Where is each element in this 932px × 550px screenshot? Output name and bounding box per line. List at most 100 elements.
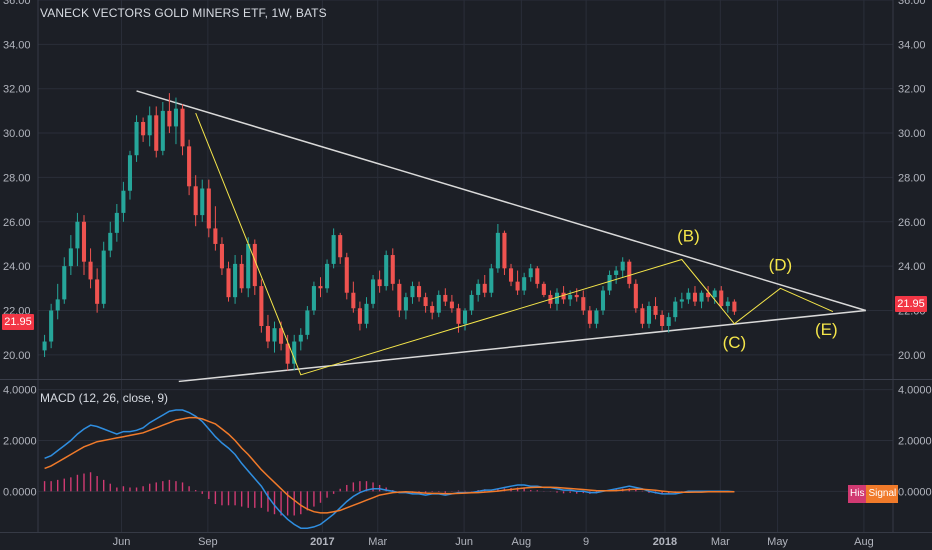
candle-body [390, 255, 395, 284]
time-axis-label: May [767, 536, 788, 548]
candle-body [114, 212, 119, 233]
time-axis-label: Jun [455, 536, 473, 548]
candle-body [147, 115, 152, 136]
candle-body [95, 279, 100, 304]
candle-body [134, 121, 139, 156]
macd-axis-label-right: 2.0000 [898, 435, 932, 447]
candle-body [430, 306, 435, 313]
candle-body [285, 343, 290, 364]
candle-body [88, 261, 93, 280]
price-axis-label-right: 28.00 [898, 172, 926, 184]
candle-body [522, 277, 527, 291]
macd-axis-label-right: 0.0000 [898, 486, 932, 498]
candle-body [213, 228, 218, 244]
macd-lines-layer [44, 409, 735, 529]
candle-body [108, 232, 113, 251]
legend-signal[interactable]: Signal [866, 485, 899, 503]
candle-body [528, 268, 533, 278]
wave-path-layer [195, 112, 834, 376]
time-axis-label: Jun [113, 536, 131, 548]
candle-body [732, 301, 737, 312]
candle-body [265, 325, 270, 342]
candle-body [568, 294, 573, 300]
candle-body [581, 297, 586, 311]
price-axis-label-left: 34.00 [3, 39, 31, 51]
candle-body [719, 290, 724, 307]
candle-body [173, 108, 179, 127]
candle-body [489, 268, 494, 293]
candle-body [292, 341, 297, 364]
candle-body [456, 308, 461, 324]
triangle-trendline [136, 90, 866, 312]
candle-body [403, 297, 408, 311]
macd-legend[interactable]: His Signal [848, 485, 899, 503]
legend-histogram[interactable]: His [848, 485, 867, 503]
candle-body [561, 292, 566, 300]
price-axis-label-right: 26.00 [898, 217, 926, 229]
candle-body [101, 250, 106, 304]
candle-body [423, 297, 428, 307]
candle-body [646, 306, 652, 324]
price-axis-label-left: 20.00 [3, 350, 31, 362]
candle-body [620, 261, 625, 271]
price-axis-label-right: 36.00 [898, 0, 926, 7]
candle-body [121, 190, 126, 213]
candle-body [443, 294, 448, 302]
candle-body [167, 110, 172, 127]
price-axis-label-right: 20.00 [898, 350, 926, 362]
candle-body [351, 292, 356, 309]
candle-body [68, 248, 73, 267]
macd-axis-label-left: 0.0000 [3, 486, 37, 498]
wave-label: (E) [815, 320, 838, 339]
candle-body [679, 299, 684, 302]
macd-title: MACD (12, 26, close, 9) [40, 391, 169, 405]
candle-body [495, 232, 500, 269]
price-axis-label-left: 28.00 [3, 172, 31, 184]
candle-body [331, 235, 336, 264]
candle-body [508, 268, 514, 282]
candle-body [449, 301, 454, 309]
annotation-layer: (B) (C) (D) (E) [677, 227, 838, 352]
candle-body [397, 283, 402, 311]
candle-body [384, 255, 389, 287]
candle-body [515, 281, 520, 291]
candle-body [325, 263, 330, 289]
time-axis-label: Mar [711, 536, 730, 548]
candle-body [259, 286, 264, 326]
triangle-trendline [178, 309, 866, 383]
candle-body [462, 310, 468, 324]
candle-body [233, 263, 238, 298]
candle-body [42, 341, 47, 351]
candle-body [55, 299, 60, 311]
candle-body [417, 286, 422, 298]
candle-body [49, 310, 54, 342]
candle-body [633, 283, 638, 309]
candle-body [640, 308, 645, 324]
candle-body [574, 294, 579, 298]
candle-body [476, 283, 481, 295]
candle-body [673, 301, 678, 318]
candle-body [692, 292, 698, 302]
candle-body [364, 303, 369, 324]
axis-layer: 20.0020.0022.0022.0024.0024.0026.0026.00… [3, 0, 932, 548]
candle-body [187, 146, 192, 187]
candle-body [594, 310, 599, 324]
elliott-wave-path [195, 112, 834, 376]
time-axis-label: Sep [198, 536, 218, 548]
candle-body [535, 268, 540, 284]
candle-body [699, 292, 704, 302]
candle-body [180, 108, 185, 147]
candle-body [502, 232, 507, 269]
time-axis-label: 2018 [653, 536, 677, 548]
time-axis-label: 2017 [310, 536, 334, 548]
candle-body [614, 270, 619, 275]
candle-body [712, 290, 717, 298]
candle-body [279, 328, 284, 344]
candle-body [219, 243, 224, 269]
candle-body [226, 268, 231, 298]
candle-body [725, 301, 730, 307]
time-axis-label: Mar [368, 536, 387, 548]
candle-body [62, 266, 67, 300]
macd-line [44, 409, 735, 529]
